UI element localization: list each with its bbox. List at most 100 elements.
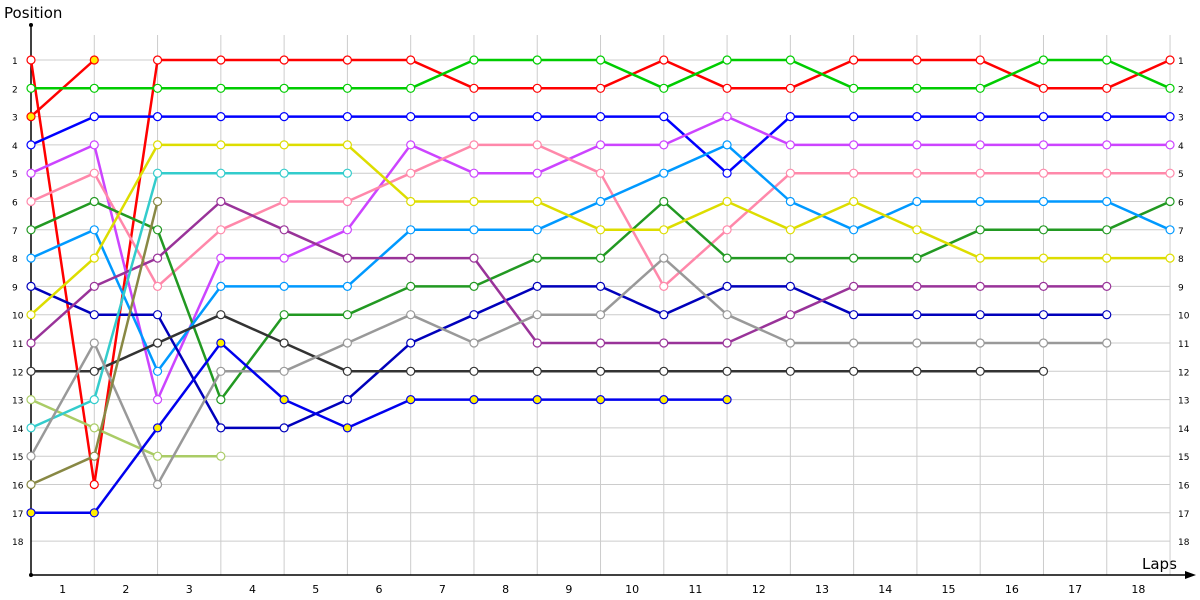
data-point [89,253,99,263]
data-point [659,83,669,93]
data-point [595,281,606,291]
data-point [595,196,606,207]
data-point [469,225,479,235]
markers-gray [26,253,1112,490]
data-point [152,196,163,207]
x-tick: 16 [1005,583,1019,596]
data-point [216,310,226,320]
data-point [849,111,859,122]
data-point [26,225,36,235]
data-point [152,253,163,263]
data-point [1165,253,1175,263]
data-point [532,111,542,122]
data-point [1038,168,1049,178]
data-point [1038,140,1049,150]
y-tick-right: 10 [1178,312,1190,322]
data-point [595,253,606,263]
y-tick-left: 8 [12,255,18,265]
x-axis-title: Laps [1142,555,1177,573]
data-point [216,168,226,178]
data-point [659,281,669,291]
data-point [912,338,922,348]
y-tick-left: 5 [12,170,18,180]
data-point [1038,310,1049,320]
y-tick-right: 16 [1178,482,1190,492]
data-point [595,111,606,122]
data-point [1038,225,1049,235]
markers-red-a [26,55,1175,490]
data-point [216,366,226,376]
data-point [469,140,479,150]
data-point [595,366,606,376]
data-point [26,55,36,65]
data-point [26,196,36,207]
data-point [722,196,732,207]
data-point [469,253,479,263]
data-point [406,83,416,93]
y-tick-right: 15 [1178,453,1189,463]
data-point [912,310,922,320]
data-point [342,310,352,320]
markers-green [26,55,1175,93]
markers-olive [26,196,163,490]
data-point [912,111,922,122]
data-point [406,310,416,320]
data-point [26,310,36,320]
data-point [1038,281,1049,291]
data-point [152,366,163,376]
data-point [279,55,289,65]
data-point [785,196,795,207]
data-point [849,83,859,93]
y-tick-left: 16 [12,482,24,492]
data-point [26,83,36,93]
y-tick-left: 10 [12,312,24,322]
data-point [1102,140,1112,150]
data-point [912,225,922,235]
x-tick: 10 [625,583,639,596]
data-point [532,395,542,405]
data-point [1165,196,1175,207]
data-point [785,253,795,263]
markers-blue [26,111,1175,178]
data-point [785,281,795,291]
data-point [26,253,36,263]
data-point [152,423,163,433]
data-point [785,83,795,93]
data-point [469,281,479,291]
data-point [152,338,163,348]
x-tick: 2 [122,583,129,596]
y-tick-right: 7 [1178,227,1184,237]
data-point [912,196,922,207]
series-violet [30,200,1107,345]
x-tick: 13 [815,583,829,596]
data-point [1102,253,1112,263]
data-point [279,111,289,122]
data-point [849,225,859,235]
markers-dark-green [26,196,1175,405]
data-point [152,451,163,461]
data-point [406,253,416,263]
data-point [532,366,542,376]
data-point [342,168,352,178]
markers-light-green [26,395,226,461]
data-point [1102,111,1112,122]
data-point [279,281,289,291]
data-point [279,168,289,178]
data-point [216,423,226,433]
y-tick-right: 13 [1178,397,1189,407]
data-point [89,366,99,376]
data-point [152,479,163,490]
x-tick: 3 [186,583,193,596]
data-point [89,451,99,461]
data-point [342,225,352,235]
x-tick: 7 [439,583,446,596]
y-tick-right: 9 [1178,283,1184,293]
data-point [595,395,606,405]
data-point [279,140,289,150]
x-tick: 14 [878,583,892,596]
data-point [722,253,732,263]
y-tick-left: 1 [12,57,18,67]
data-point [279,366,289,376]
data-point [26,508,36,518]
data-point [975,83,985,93]
